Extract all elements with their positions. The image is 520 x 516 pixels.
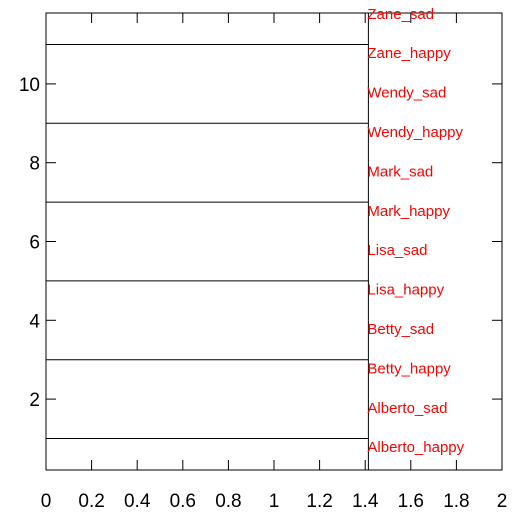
leaf-label: Mark_happy [367, 203, 450, 220]
x-tick-label: 2 [497, 491, 508, 512]
leaf-label: Lisa_happy [367, 282, 444, 299]
x-tick-label: 0.8 [215, 491, 241, 512]
x-tick-label: 1.4 [352, 491, 379, 512]
y-tick-label: 8 [29, 154, 40, 175]
y-tick-label: 10 [19, 75, 40, 96]
leaf-label: Betty_sad [367, 321, 434, 338]
leaf-label: Zane_sad [367, 6, 434, 23]
leaf-label: Alberto_sad [367, 400, 447, 417]
x-tick-label: 0 [41, 491, 52, 512]
y-tick-label: 6 [29, 233, 40, 254]
x-tick-label: 1.8 [443, 491, 469, 512]
y-tick-label: 4 [29, 311, 40, 332]
x-tick-label: 1.6 [398, 491, 424, 512]
x-tick-label: 0.6 [170, 491, 196, 512]
leaf-label: Betty_happy [367, 360, 451, 377]
leaf-label: Mark_sad [367, 163, 433, 180]
x-tick-label: 1.2 [306, 491, 332, 512]
x-tick-label: 0.2 [78, 491, 104, 512]
leaf-label: Wendy_sad [367, 85, 446, 102]
x-tick-label: 0.4 [124, 491, 151, 512]
leaf-label: Lisa_sad [367, 242, 427, 259]
leaf-label: Wendy_happy [367, 124, 463, 141]
leaf-label: Alberto_happy [367, 439, 464, 456]
y-tick-label: 2 [29, 390, 40, 411]
x-tick-label: 1 [269, 491, 280, 512]
leaf-label: Zane_happy [367, 45, 451, 62]
